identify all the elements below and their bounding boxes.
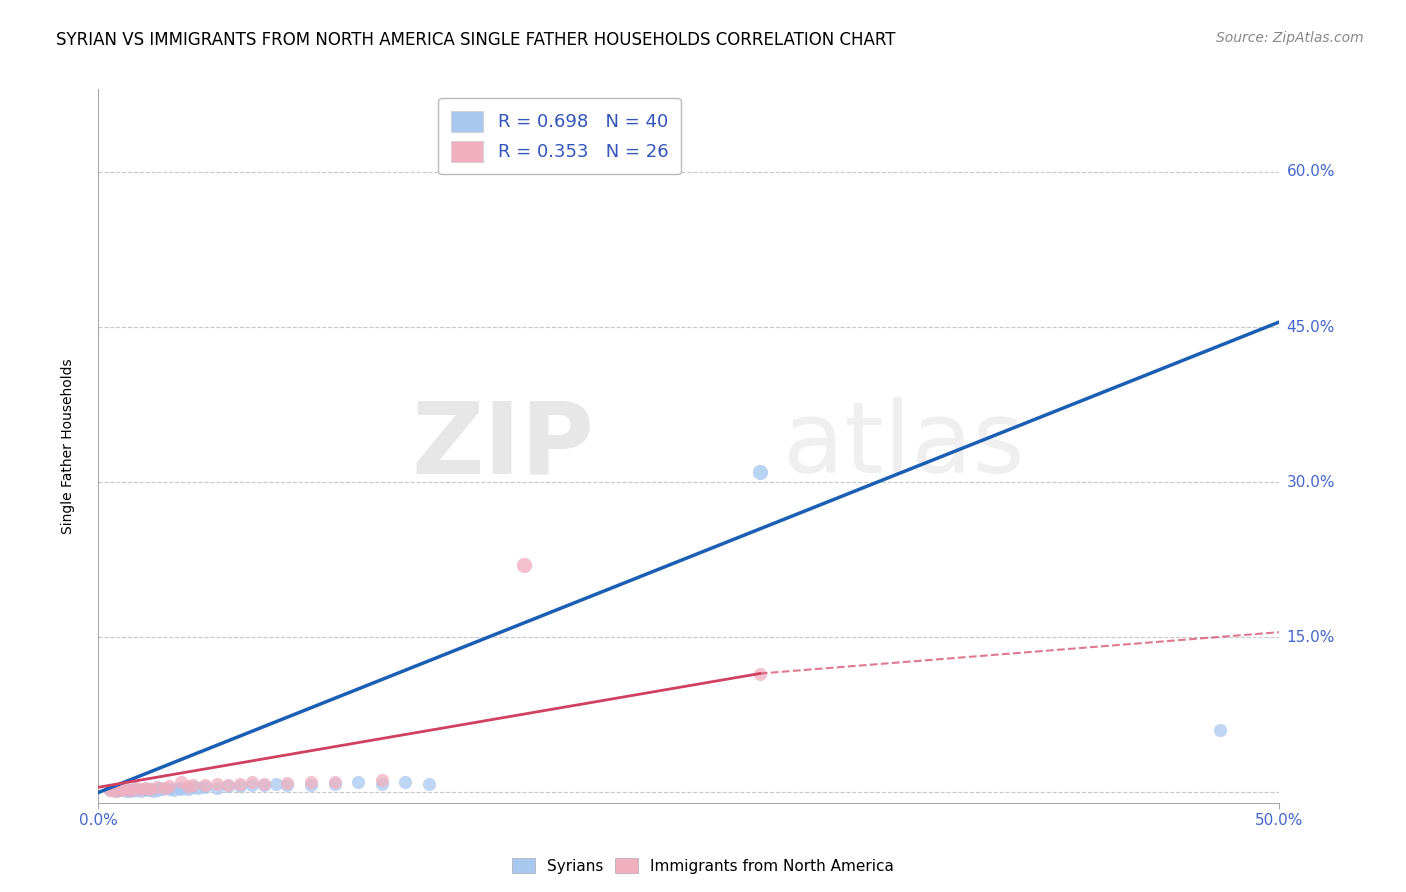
Legend: Syrians, Immigrants from North America: Syrians, Immigrants from North America xyxy=(506,852,900,880)
Point xyxy=(111,782,134,797)
Text: 45.0%: 45.0% xyxy=(1286,319,1334,334)
Point xyxy=(139,782,162,797)
Point xyxy=(135,782,157,797)
Point xyxy=(98,783,121,797)
Point xyxy=(299,778,322,792)
Point xyxy=(150,782,173,797)
Point xyxy=(142,784,165,798)
Point xyxy=(177,779,200,793)
Point xyxy=(181,778,204,792)
Text: Source: ZipAtlas.com: Source: ZipAtlas.com xyxy=(1216,31,1364,45)
Point xyxy=(136,783,159,797)
Point xyxy=(121,784,143,798)
Point xyxy=(167,781,190,796)
Text: atlas: atlas xyxy=(783,398,1025,494)
Point xyxy=(153,781,176,796)
Point xyxy=(229,779,252,793)
Point xyxy=(1209,723,1232,738)
Point xyxy=(125,781,148,796)
Point xyxy=(125,783,148,797)
Y-axis label: Single Father Households: Single Father Households xyxy=(60,359,75,533)
Point xyxy=(135,781,157,796)
Point xyxy=(170,775,193,789)
Point xyxy=(129,782,152,797)
Point xyxy=(748,666,770,681)
Text: 15.0%: 15.0% xyxy=(1286,630,1334,645)
Point xyxy=(104,782,127,797)
Point xyxy=(394,775,416,789)
Point xyxy=(205,781,228,796)
Point xyxy=(170,782,193,797)
Point xyxy=(149,781,172,796)
Point xyxy=(253,777,276,791)
Point xyxy=(512,558,534,572)
Point xyxy=(323,777,346,791)
Point xyxy=(217,778,239,792)
Point xyxy=(240,778,263,792)
Text: 30.0%: 30.0% xyxy=(1286,475,1334,490)
Point xyxy=(299,775,322,789)
Point xyxy=(264,777,287,791)
Point xyxy=(121,783,143,797)
Point xyxy=(748,465,770,479)
Point xyxy=(205,777,228,791)
Point xyxy=(118,783,141,797)
Point xyxy=(177,782,200,797)
Point xyxy=(104,784,127,798)
Point xyxy=(181,780,204,795)
Point xyxy=(276,778,298,792)
Point xyxy=(108,783,131,797)
Point xyxy=(371,777,394,791)
Point xyxy=(371,772,394,787)
Point xyxy=(187,781,209,796)
Point xyxy=(111,783,134,797)
Point xyxy=(347,775,370,789)
Point xyxy=(157,782,180,797)
Point xyxy=(240,775,263,789)
Legend: R = 0.698   N = 40, R = 0.353   N = 26: R = 0.698 N = 40, R = 0.353 N = 26 xyxy=(439,98,681,174)
Point xyxy=(418,777,440,791)
Point xyxy=(139,782,162,797)
Point xyxy=(108,782,131,797)
Text: ZIP: ZIP xyxy=(412,398,595,494)
Point xyxy=(115,782,138,797)
Point xyxy=(146,783,169,797)
Point xyxy=(217,779,239,793)
Point xyxy=(229,777,252,791)
Point xyxy=(146,780,169,795)
Point xyxy=(98,783,121,797)
Point xyxy=(194,780,217,795)
Point xyxy=(253,778,276,792)
Point xyxy=(129,784,152,798)
Point xyxy=(194,778,217,792)
Point xyxy=(276,776,298,790)
Text: SYRIAN VS IMMIGRANTS FROM NORTH AMERICA SINGLE FATHER HOUSEHOLDS CORRELATION CHA: SYRIAN VS IMMIGRANTS FROM NORTH AMERICA … xyxy=(56,31,896,49)
Point xyxy=(115,784,138,798)
Text: 60.0%: 60.0% xyxy=(1286,164,1334,179)
Point xyxy=(163,783,186,797)
Point xyxy=(105,784,128,798)
Point xyxy=(122,782,145,797)
Point xyxy=(323,775,346,789)
Point xyxy=(157,779,180,793)
